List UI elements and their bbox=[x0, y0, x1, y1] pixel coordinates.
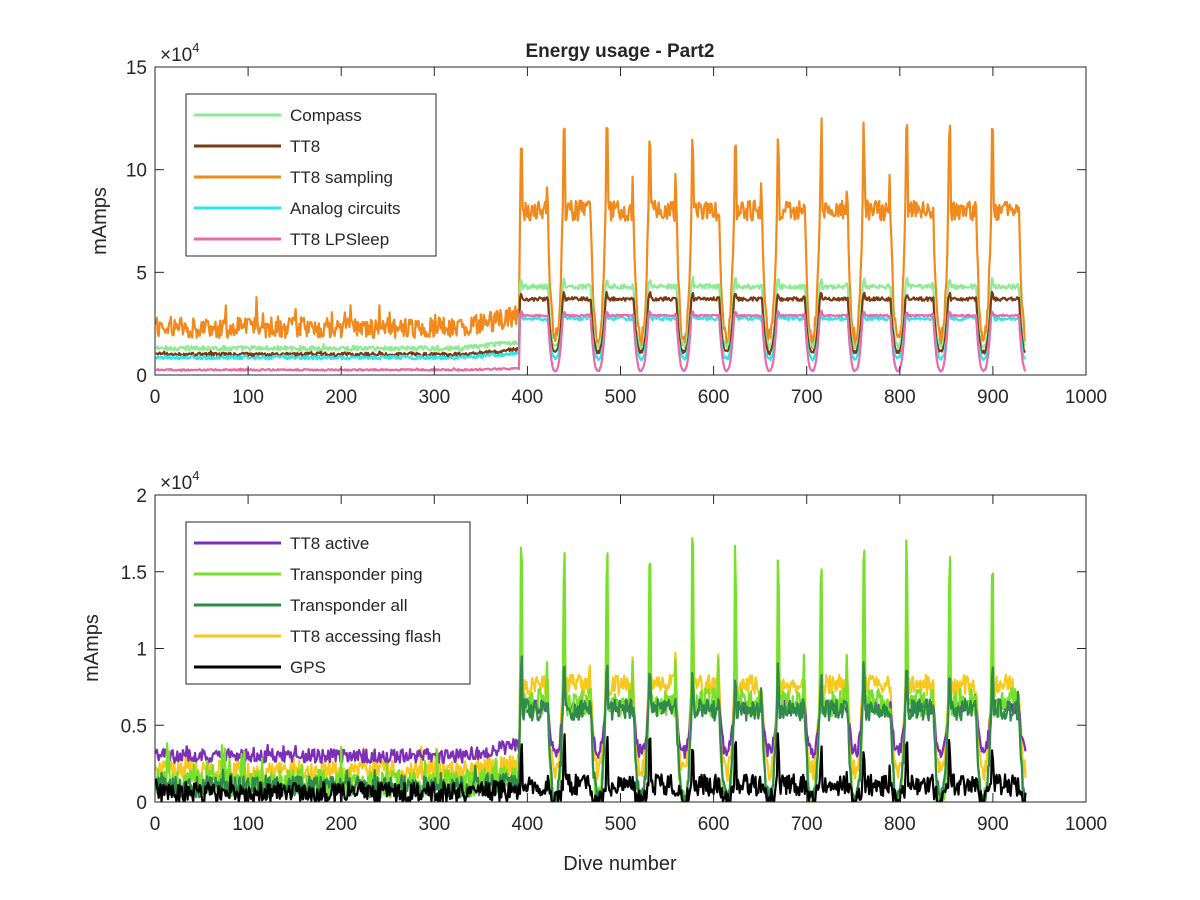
legend: TT8 active Transponder ping Transponder al… bbox=[185, 521, 471, 685]
chart-title: Energy usage - Part2 bbox=[525, 41, 714, 62]
x-tick-label: 1000 bbox=[1065, 814, 1107, 835]
series-line-tt8-sampling bbox=[155, 117, 1027, 350]
x-axis-label: Dive number bbox=[563, 853, 677, 875]
series-line-compass bbox=[155, 275, 1027, 352]
legend-label: TT8 accessing flash bbox=[290, 627, 441, 646]
x-tick-label: 800 bbox=[884, 814, 916, 835]
x-tick-label: 200 bbox=[325, 387, 357, 408]
x-tick-label: 700 bbox=[791, 387, 823, 408]
y-tick-label: 0 bbox=[136, 793, 147, 814]
y-tick-label: 1.5 bbox=[121, 563, 147, 584]
legend-label: Transponder all bbox=[290, 596, 408, 615]
x-tick-label: 0 bbox=[150, 814, 161, 835]
x-tick-label: 200 bbox=[325, 814, 357, 835]
chart-energy-part2-top: Energy usage - Part2 0 100 200 300 400 500 600… bbox=[89, 40, 1107, 408]
y-tick-label: 5 bbox=[136, 263, 147, 284]
x-tick-label: 600 bbox=[698, 814, 730, 835]
ticks-layer: 0 100 200 300 400 500 600 700 800 900 1000 0 5 10 15 bbox=[126, 58, 1107, 408]
x-tick-label: 500 bbox=[605, 387, 637, 408]
y-axis-label: mAmps bbox=[81, 614, 103, 682]
x-tick-label: 900 bbox=[977, 387, 1009, 408]
ticks-layer: 0 100 200 300 400 500 600 700 800 900 1000 0 0.5 1 1.5… bbox=[121, 486, 1108, 835]
y-exponent-label: ×104 bbox=[160, 468, 199, 494]
x-tick-label: 400 bbox=[512, 387, 544, 408]
legend-label: TT8 bbox=[290, 137, 320, 156]
x-tick-label: 400 bbox=[512, 814, 544, 835]
series-layer bbox=[155, 537, 1027, 802]
y-exponent-base: ×10 bbox=[160, 473, 192, 494]
legend-box bbox=[185, 93, 437, 257]
y-exponent-label: ×104 bbox=[160, 40, 199, 66]
legend-label: TT8 LPSleep bbox=[290, 230, 389, 249]
series-line-tt8 bbox=[155, 290, 1026, 358]
x-tick-label: 0 bbox=[150, 387, 161, 408]
series-layer bbox=[155, 117, 1027, 373]
legend: Compass TT8 TT8 sampling Analog circuits TT8… bbox=[185, 93, 437, 257]
y-tick-label: 2 bbox=[136, 486, 147, 507]
legend-label: Transponder ping bbox=[290, 565, 423, 584]
y-axis-label: mAmps bbox=[89, 187, 111, 255]
x-tick-label: 1000 bbox=[1065, 387, 1107, 408]
series-line-gps bbox=[155, 732, 1027, 802]
series-line-transponder-all bbox=[155, 655, 1027, 802]
y-exponent-power: 4 bbox=[192, 40, 199, 55]
legend-label: Analog circuits bbox=[290, 199, 401, 218]
legend-label: TT8 sampling bbox=[290, 168, 393, 187]
x-tick-label: 900 bbox=[977, 814, 1009, 835]
y-tick-label: 10 bbox=[126, 161, 147, 182]
x-tick-label: 100 bbox=[232, 814, 264, 835]
x-tick-label: 300 bbox=[418, 387, 450, 408]
y-exponent-base: ×10 bbox=[160, 45, 192, 66]
x-tick-label: 300 bbox=[418, 814, 450, 835]
y-tick-label: 0 bbox=[136, 366, 147, 387]
y-tick-label: 0.5 bbox=[121, 716, 147, 737]
x-tick-label: 500 bbox=[605, 814, 637, 835]
x-tick-label: 100 bbox=[232, 387, 264, 408]
series-line-tt8-lpsleep bbox=[155, 309, 1027, 373]
legend-box bbox=[185, 521, 471, 685]
chart-energy-part2-bottom: 0 100 200 300 400 500 600 700 800 900 1000 0 0.5 1 1.5… bbox=[81, 468, 1107, 875]
legend-label: TT8 active bbox=[290, 534, 369, 553]
y-tick-label: 15 bbox=[126, 58, 147, 79]
legend-label: GPS bbox=[290, 658, 326, 677]
y-exponent-power: 4 bbox=[192, 468, 199, 483]
series-line-transponder-ping bbox=[155, 537, 1027, 802]
x-tick-label: 600 bbox=[698, 387, 730, 408]
y-tick-label: 1 bbox=[136, 640, 147, 661]
x-tick-label: 700 bbox=[791, 814, 823, 835]
x-tick-label: 800 bbox=[884, 387, 916, 408]
legend-label: Compass bbox=[290, 106, 362, 125]
